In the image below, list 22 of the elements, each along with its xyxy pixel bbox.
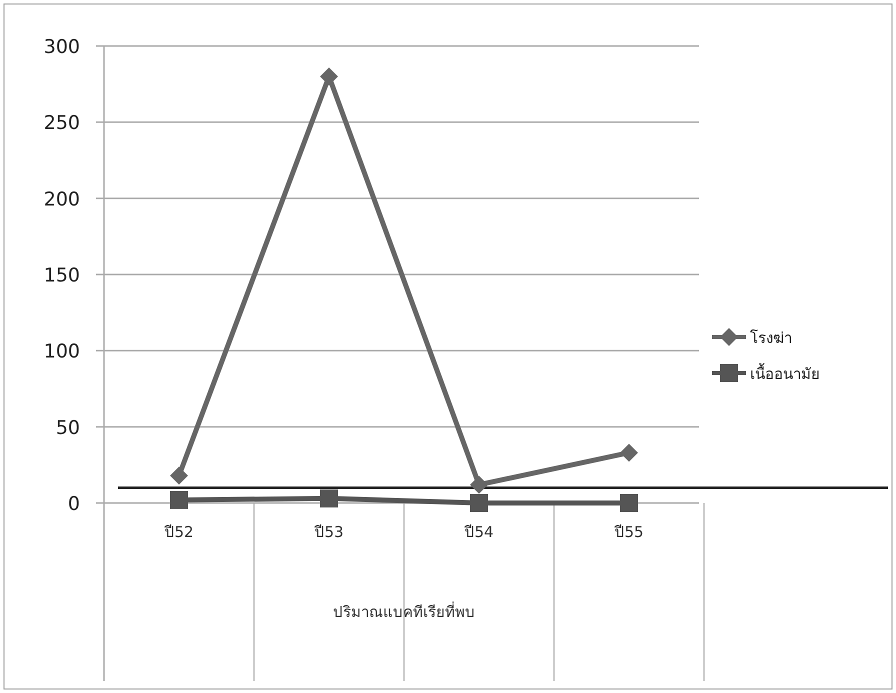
y-tick-label: 100	[44, 340, 80, 363]
x-tick-label: ปี54	[463, 523, 494, 541]
point	[170, 490, 188, 509]
x-tick-label: ปี52	[163, 523, 194, 541]
legend-label: เนื้ออนามัย	[750, 363, 820, 383]
point	[320, 67, 338, 86]
x-tick-label: ปี53	[313, 523, 344, 541]
y-tick-label: 150	[44, 264, 80, 286]
y-tick-label: 50	[56, 416, 80, 439]
x-tick-label: ปี55	[613, 523, 644, 541]
point	[170, 466, 188, 485]
x-axis-title: ปริมาณแบคทีเรียที่พบ	[333, 601, 475, 621]
point	[620, 444, 638, 462]
y-tick-label: 200	[44, 188, 80, 210]
y-tick-label: 0	[68, 493, 80, 515]
point	[320, 489, 338, 508]
point	[470, 494, 488, 512]
y-tick-label: 300	[44, 36, 80, 58]
point	[470, 476, 488, 494]
y-tick-label: 250	[44, 112, 80, 134]
point	[620, 494, 638, 512]
legend-label: โรงฆ่า	[750, 329, 792, 347]
